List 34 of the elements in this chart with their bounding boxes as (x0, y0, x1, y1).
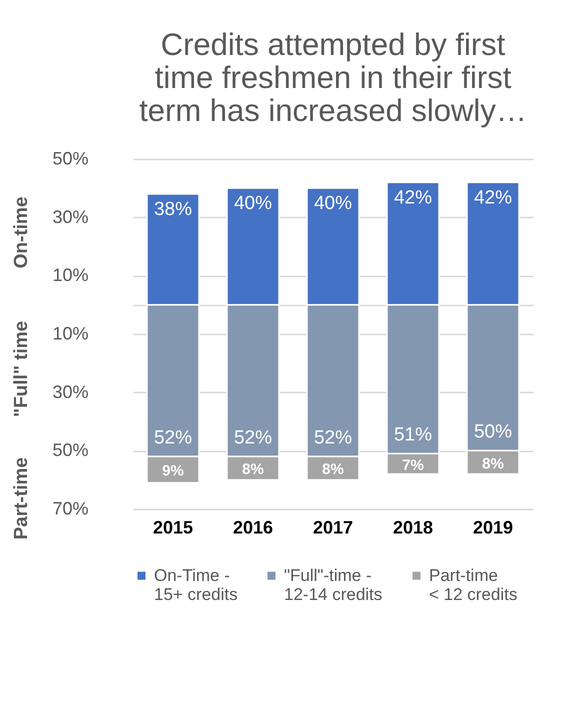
text: "Full" time (11, 320, 32, 418)
y-tick-label: 50% (52, 440, 88, 460)
data-label: 42% (394, 187, 432, 208)
legend-label: Part-time < 12 credits (429, 566, 518, 604)
y-tick-label: 10% (52, 265, 88, 286)
data-label: 7% (402, 456, 424, 474)
data-label: 40% (314, 193, 352, 214)
data-label: 52% (314, 428, 352, 448)
text: Part-time (11, 457, 32, 540)
x-tick-label: 2018 (392, 518, 434, 538)
data-label: 42% (474, 187, 512, 208)
data-label: 38% (154, 199, 192, 220)
legend-label: On-Time - 15+ credits (154, 566, 238, 604)
data-label: 40% (234, 193, 272, 214)
y-tick-label: 30% (52, 206, 88, 227)
x-tick-label: 2017 (312, 518, 354, 538)
x-tick-label: 2015 (152, 518, 194, 538)
data-label: 52% (234, 428, 272, 448)
y-tick-label: 50% (52, 148, 88, 168)
y-tick-label: 70% (52, 498, 88, 518)
data-label: 52% (154, 428, 192, 448)
chart-title: Credits attempted by first time freshmen in their first term has increased slowly… (139, 27, 527, 128)
data-label: 50% (474, 422, 512, 443)
data-label: 9% (162, 462, 184, 480)
y-tick-label: 10% (52, 324, 88, 344)
data-label: 51% (394, 424, 432, 446)
data-label: 8% (322, 461, 344, 478)
legend-label: "Full"-time - 12-14 credits (284, 566, 382, 604)
x-tick-label: 2016 (232, 518, 274, 538)
data-label: 8% (242, 461, 264, 478)
y-tick-label: 30% (52, 382, 88, 402)
data-label: 8% (482, 455, 504, 472)
x-tick-label: 2019 (472, 518, 514, 538)
text: On-time (11, 196, 32, 268)
